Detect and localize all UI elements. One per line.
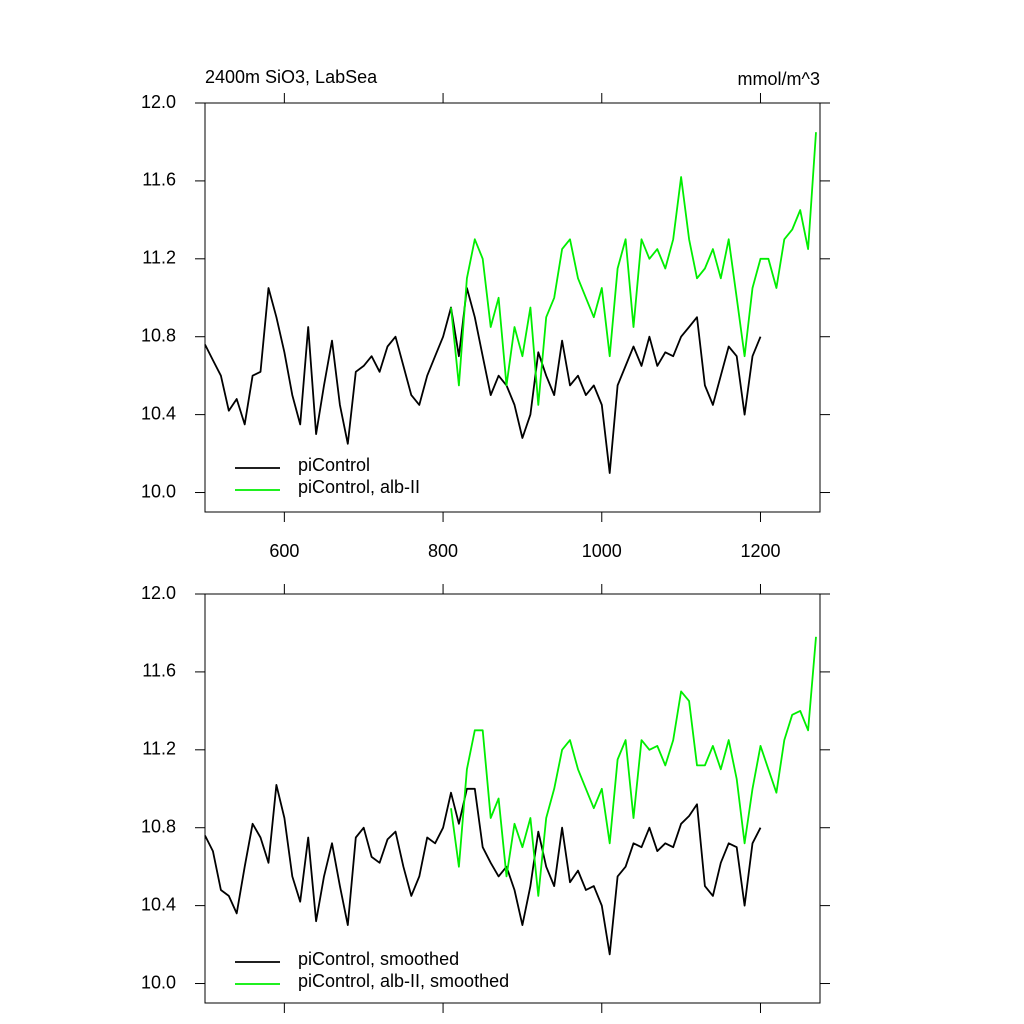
y-tick-label: 10.4: [141, 403, 176, 423]
units-label: mmol/m^3: [738, 69, 820, 89]
y-tick-label: 11.2: [142, 739, 176, 759]
legend-label: piControl, alb-II, smoothed: [298, 971, 509, 991]
chart-title: 2400m SiO3, LabSea: [205, 67, 378, 87]
y-tick-label: 12.0: [141, 92, 176, 112]
y-tick-label: 11.2: [142, 248, 176, 268]
y-tick-label: 12.0: [141, 583, 176, 603]
legend-label: piControl, alb-II: [298, 477, 420, 497]
y-tick-label: 10.8: [141, 816, 176, 836]
y-tick-label: 10.0: [141, 481, 176, 501]
plot-frame: [204, 593, 821, 1004]
y-tick-label: 10.4: [141, 894, 176, 914]
y-tick-label: 10.0: [141, 972, 176, 992]
data-line: [204, 287, 762, 474]
legend-label: piControl, smoothed: [298, 949, 459, 969]
y-tick-label: 11.6: [142, 170, 176, 190]
y-tick-label: 10.8: [141, 325, 176, 345]
legend-label: piControl: [298, 455, 370, 475]
x-tick-label: 1000: [582, 541, 622, 561]
data-line: [450, 636, 817, 897]
x-tick-label: 600: [269, 541, 299, 561]
plot-frame: [204, 102, 821, 513]
x-tick-label: 800: [428, 541, 458, 561]
y-tick-label: 11.6: [142, 661, 176, 681]
data-line: [450, 132, 817, 406]
x-tick-label: 1200: [740, 541, 780, 561]
data-line: [204, 784, 762, 956]
